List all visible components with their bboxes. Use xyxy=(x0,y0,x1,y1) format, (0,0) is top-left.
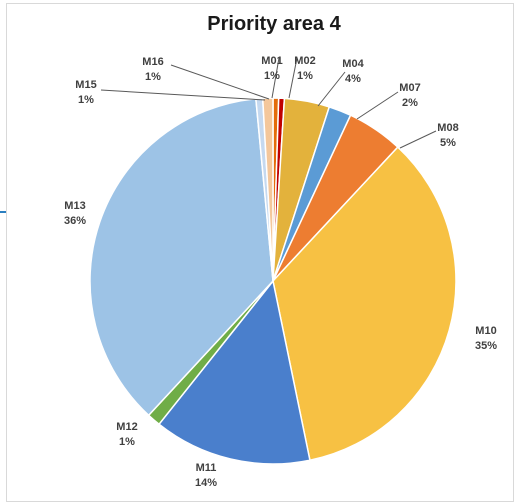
slice-percent-m12: 1% xyxy=(119,436,135,448)
slice-label-m01: M01 xyxy=(261,55,282,67)
pie-slice-m10 xyxy=(272,146,457,462)
leader-line-m08 xyxy=(399,130,437,149)
slice-label-m11: M11 xyxy=(196,462,217,474)
slice-percent-m07: 2% xyxy=(402,97,418,109)
leader-line-m04 xyxy=(317,71,346,107)
slice-label-m04: M04 xyxy=(342,58,364,70)
slice-percent-m04: 4% xyxy=(345,73,361,85)
slice-label-m07: M07 xyxy=(399,82,420,94)
leader-line-m01 xyxy=(271,57,280,99)
pie-slice-m11 xyxy=(158,279,311,465)
slice-label-m16: M16 xyxy=(142,56,163,68)
chart-title: Priority area 4 xyxy=(207,13,341,35)
pie-slice-m13 xyxy=(89,97,274,417)
slice-percent-m13: 36% xyxy=(64,215,86,227)
slice-percent-m15: 1% xyxy=(78,94,94,106)
pie-slices xyxy=(89,97,457,465)
slice-percent-m10: 35% xyxy=(475,340,497,352)
slice-percent-m08: 5% xyxy=(440,137,456,149)
leader-line-m16 xyxy=(170,64,270,100)
slice-label-m12: M12 xyxy=(116,421,137,433)
slice-percent-m16: 1% xyxy=(145,71,161,83)
slice-percent-m11: 14% xyxy=(195,477,217,489)
slice-percent-m01: 1% xyxy=(264,70,280,82)
leader-lines xyxy=(100,57,437,149)
pie-slice-m16 xyxy=(261,97,274,282)
slice-label-m10: M10 xyxy=(475,325,496,337)
leader-line-m02 xyxy=(288,57,298,99)
edge-marker xyxy=(0,211,6,213)
slice-labels: M01 1% M02 1% M04 4% M07 2% M08 5% M10 35% M11 14% M12… xyxy=(64,55,497,489)
slice-label-m13: M13 xyxy=(64,200,85,212)
leader-line-m15 xyxy=(100,89,266,101)
slice-label-m08: M08 xyxy=(437,122,458,134)
slice-percent-m02: 1% xyxy=(297,70,313,82)
slice-label-m02: M02 xyxy=(294,55,315,67)
leader-line-m07 xyxy=(356,91,399,120)
slice-label-m15: M15 xyxy=(75,79,96,91)
